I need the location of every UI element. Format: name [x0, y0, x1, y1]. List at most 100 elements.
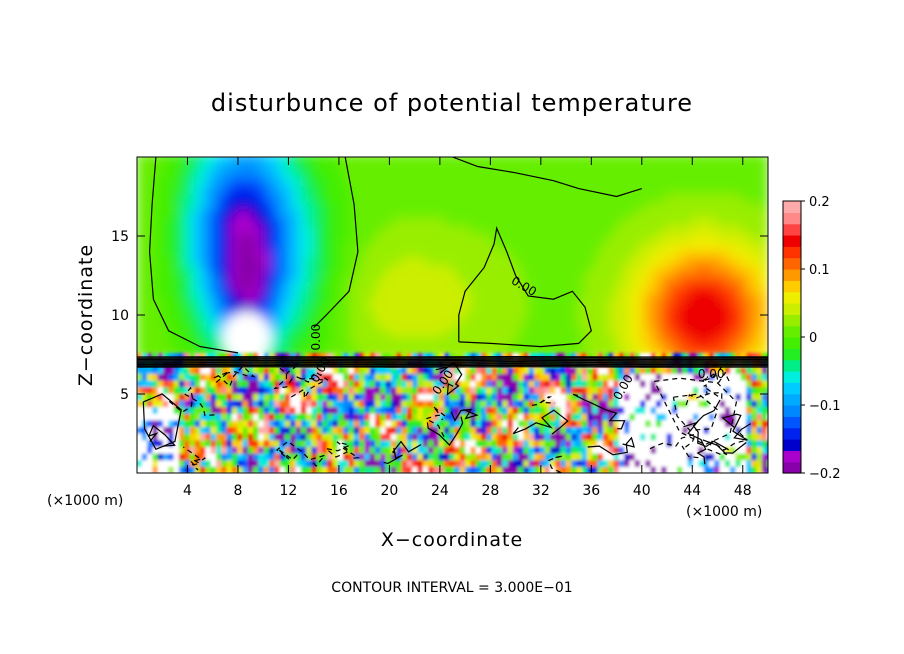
- field-cell: [312, 168, 321, 179]
- field-cell: [684, 168, 694, 179]
- field-cell: [687, 432, 695, 441]
- field-cell: [602, 208, 612, 219]
- field-cell: [137, 216, 145, 226]
- field-cell: [419, 231, 429, 242]
- field-cell: [237, 426, 244, 434]
- field-cell: [224, 208, 233, 219]
- field-cell: [729, 239, 738, 250]
- field-cell: [624, 426, 631, 434]
- field-cell: [659, 247, 669, 258]
- field-cell: [210, 392, 218, 401]
- field-cell: [161, 342, 170, 353]
- field-cell: [698, 399, 705, 408]
- field-cell: [388, 310, 397, 321]
- field-cell: [210, 366, 218, 374]
- field-cell: [496, 439, 504, 447]
- field-cell: [173, 231, 183, 242]
- colorbar-tick-label: −0.1: [809, 399, 841, 414]
- field-cell: [173, 419, 180, 428]
- field-cell: [451, 302, 460, 313]
- field-cell: [258, 419, 265, 428]
- field-cell: [495, 310, 504, 321]
- field-cell: [571, 200, 580, 211]
- field-cell: [590, 263, 599, 274]
- field-cell: [457, 223, 467, 234]
- field-cell: [432, 310, 441, 321]
- field-cell: [571, 216, 580, 226]
- field-cell: [142, 271, 151, 282]
- field-cell: [163, 445, 170, 454]
- field-cell: [724, 426, 732, 434]
- field-cell: [534, 439, 541, 447]
- field-cell: [624, 419, 631, 428]
- field-cell: [205, 247, 214, 258]
- field-cell: [263, 426, 271, 434]
- field-cell: [180, 239, 189, 250]
- field-cell: [322, 386, 329, 394]
- field-cell: [231, 465, 239, 473]
- field-cell: [507, 426, 514, 434]
- field-cell: [514, 318, 523, 329]
- field-cell: [438, 372, 445, 381]
- field-cell: [608, 366, 615, 374]
- field-cell: [470, 184, 479, 195]
- field-cell: [533, 160, 542, 171]
- field-cell: [640, 459, 647, 467]
- field-cell: [710, 279, 719, 290]
- field-cell: [363, 326, 372, 337]
- field-cell: [457, 200, 467, 211]
- field-cell: [300, 200, 309, 211]
- field-cell: [369, 216, 378, 226]
- field-cell: [741, 192, 751, 203]
- field-cell: [533, 334, 542, 345]
- field-cell: [590, 208, 599, 219]
- field-cell: [137, 366, 143, 374]
- field-cell: [735, 386, 742, 394]
- field-cell: [284, 426, 292, 434]
- field-cell: [748, 247, 757, 258]
- field-cell: [210, 439, 218, 447]
- field-cell: [653, 287, 662, 298]
- field-cell: [489, 160, 498, 171]
- field-cell: [577, 223, 587, 234]
- field-cell: [375, 157, 385, 163]
- field-cell: [558, 208, 568, 219]
- field-cell: [590, 231, 599, 242]
- field-cell: [224, 239, 233, 250]
- field-cell: [508, 231, 517, 242]
- field-cell: [394, 342, 404, 353]
- field-cell: [640, 302, 650, 313]
- field-cell: [419, 192, 429, 203]
- field-cell: [590, 192, 599, 203]
- field-cell: [596, 295, 605, 305]
- field-cell: [284, 406, 292, 414]
- field-cell: [687, 392, 695, 401]
- field-cell: [363, 192, 372, 203]
- field-cell: [300, 379, 308, 388]
- field-cell: [523, 366, 530, 374]
- field-cell: [401, 399, 408, 408]
- field-cell: [609, 263, 618, 274]
- field-cell: [666, 372, 673, 381]
- field-cell: [407, 295, 416, 305]
- field-cell: [318, 184, 328, 195]
- field-cell: [539, 419, 546, 428]
- field-cell: [331, 216, 340, 226]
- field-cell: [211, 295, 221, 305]
- field-cell: [602, 392, 610, 401]
- field-cell: [653, 157, 662, 163]
- field-cell: [457, 279, 467, 290]
- field-cell: [621, 168, 631, 179]
- field-cell: [173, 318, 183, 329]
- field-cell: [332, 445, 339, 454]
- field-cell: [205, 318, 214, 329]
- field-cell: [507, 452, 514, 461]
- field-cell: [316, 459, 324, 467]
- field-cell: [312, 271, 321, 282]
- field-cell: [671, 445, 679, 454]
- field-cell: [596, 310, 605, 321]
- field-cell: [741, 247, 751, 258]
- field-cell: [691, 334, 700, 345]
- field-cell: [483, 342, 492, 353]
- field-cell: [262, 200, 271, 211]
